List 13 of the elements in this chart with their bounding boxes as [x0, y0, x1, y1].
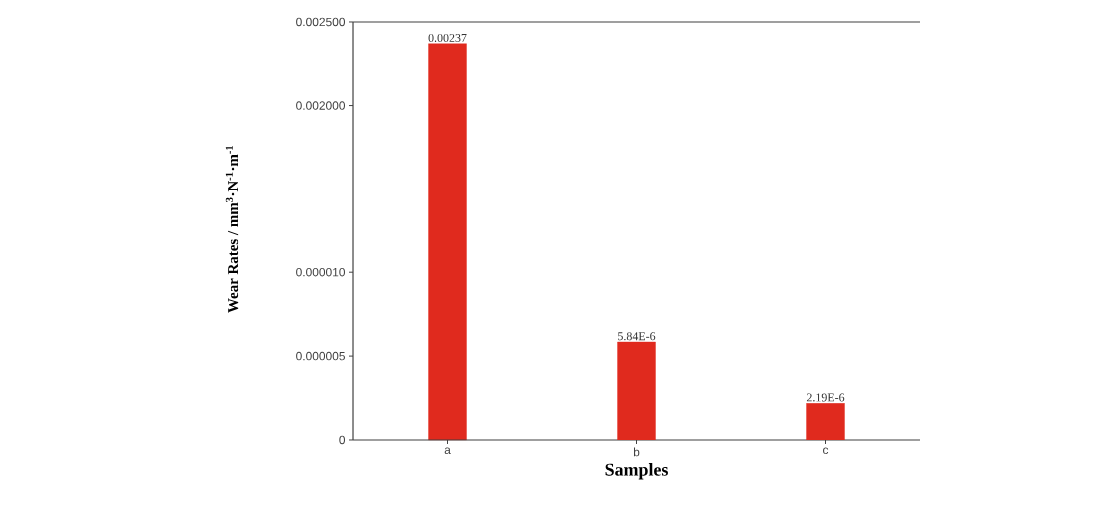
x-axis-title: Samples: [605, 463, 668, 480]
x-tick-label: a: [444, 447, 451, 455]
y-axis-title: Wear Rates / mm$^{3}$·N$^{-1}$·m$^{-1}$: [225, 145, 239, 313]
y-tick-label: 0.002500: [296, 17, 346, 27]
x-tick-label: b: [633, 447, 640, 457]
data-label: 5.84E-6: [618, 332, 656, 341]
y-tick-label: 0.002000: [296, 101, 346, 110]
data-label: 2.19E-6: [806, 393, 845, 402]
data-label: 0.00237: [428, 33, 467, 43]
y-tick-label: 0.000010: [296, 267, 346, 277]
x-tick-label: c: [823, 447, 829, 455]
y-tick-label: 0: [339, 435, 346, 445]
y-tick-label: 0.000005: [296, 351, 345, 361]
